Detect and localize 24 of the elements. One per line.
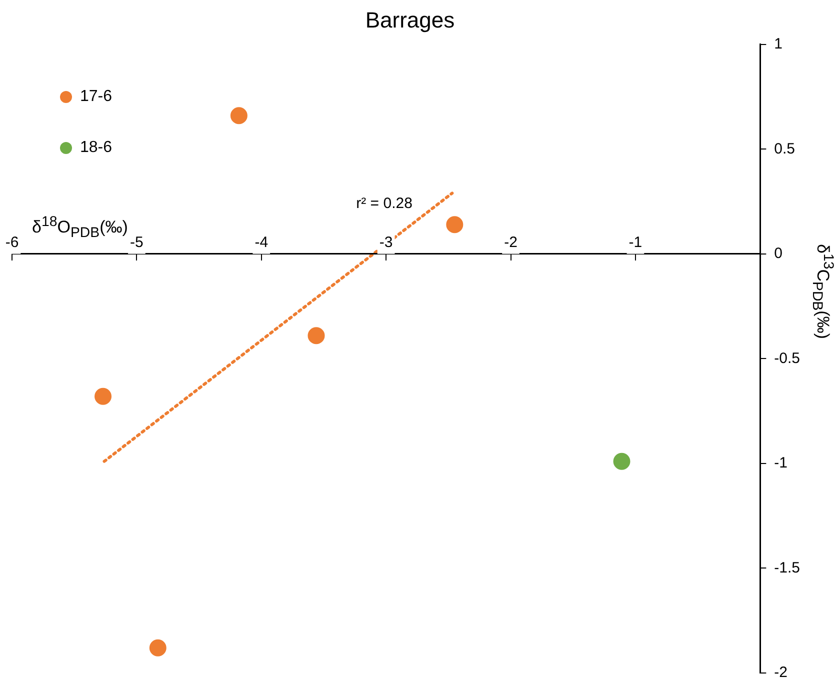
point — [94, 388, 112, 405]
y-tick-label: -1 — [774, 454, 788, 472]
x-tick-label: -3 — [379, 234, 393, 252]
x-axis-title: δ$^{18}$O$_{PDB}$(‰) — [32, 214, 128, 241]
y-tick-label: -0.5 — [774, 350, 800, 367]
x-tick-label: -6 — [5, 234, 19, 252]
x-tick-label: -2 — [504, 234, 518, 252]
x-tick-label: -1 — [628, 234, 642, 252]
chart-title: Barrages — [365, 7, 455, 32]
annotation: r² = 0.28 — [356, 195, 412, 212]
y-tick-label: -2 — [774, 664, 788, 682]
legend-label: 17-6 — [80, 88, 112, 106]
point — [308, 327, 325, 344]
x-tick-label: -4 — [254, 234, 268, 252]
point — [613, 452, 630, 470]
point — [446, 216, 464, 234]
point — [230, 107, 248, 124]
y-tick-label: 0 — [774, 245, 782, 262]
x-tick-label: -5 — [130, 234, 144, 252]
point — [149, 639, 166, 656]
y-tick-label: 1 — [774, 36, 782, 53]
y-tick-label: 0.5 — [774, 140, 796, 158]
legend-label: 18-6 — [80, 139, 112, 157]
y-tick-label: -1.5 — [774, 559, 800, 576]
